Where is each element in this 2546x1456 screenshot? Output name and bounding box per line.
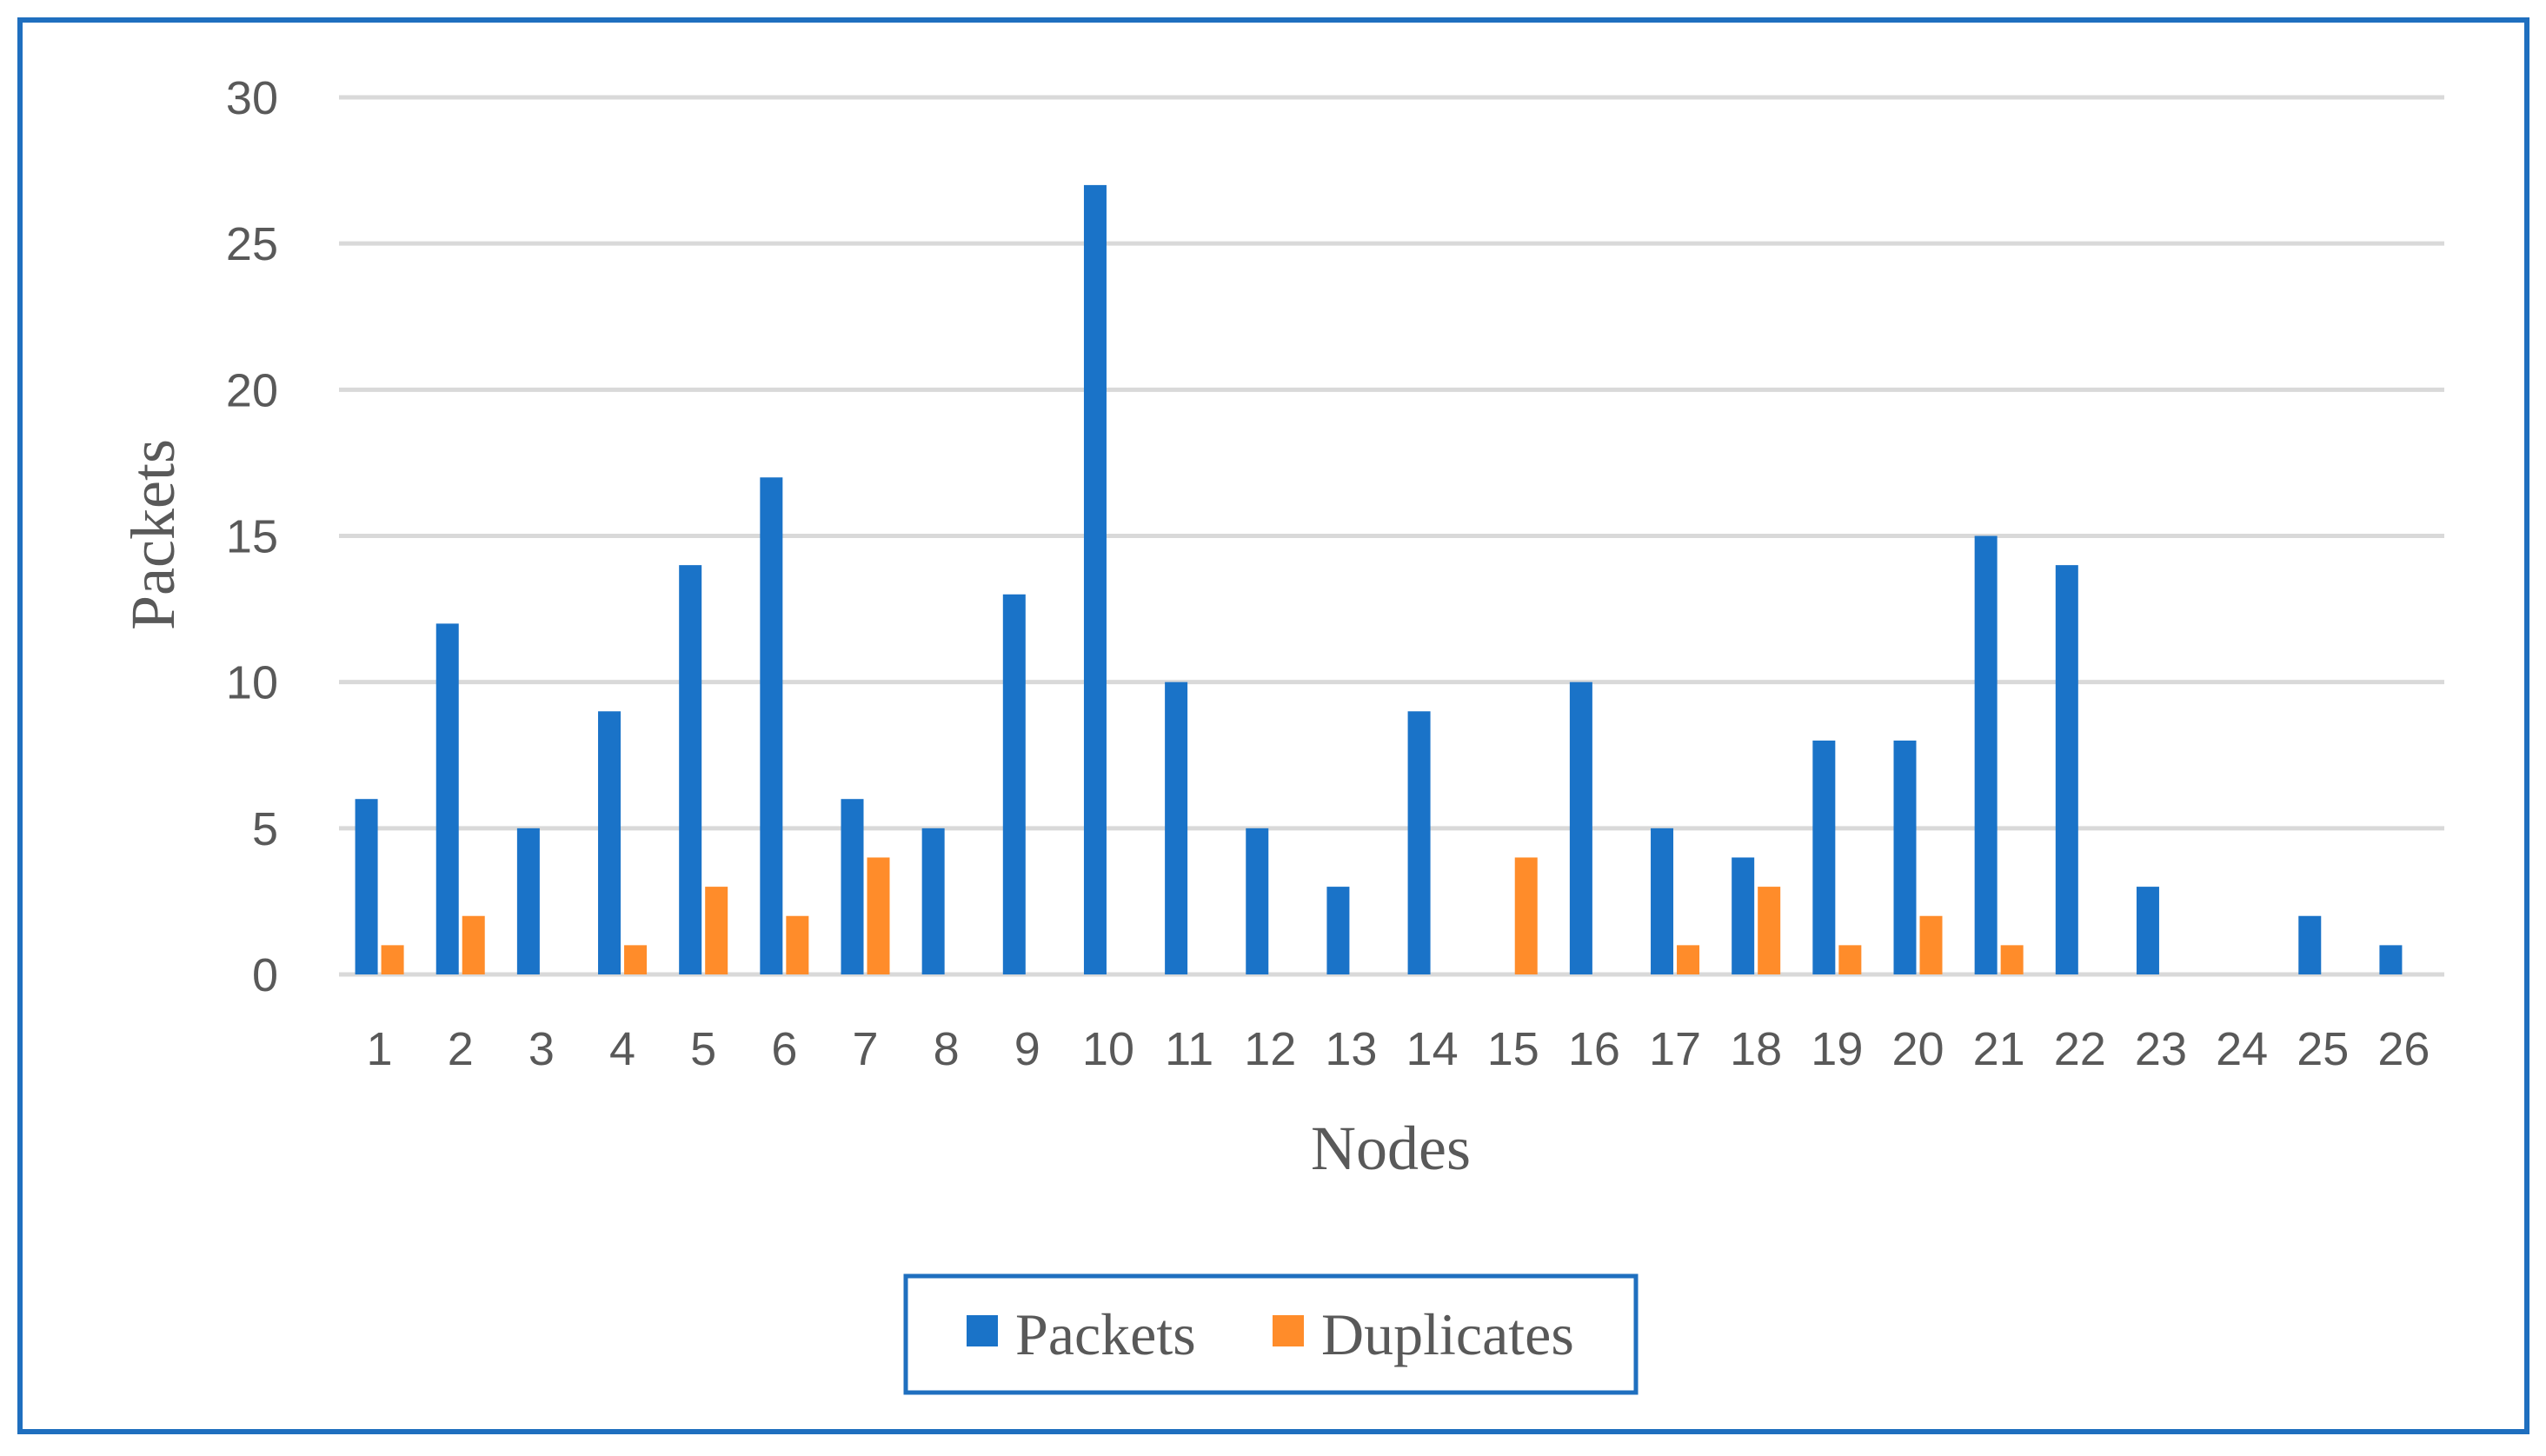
x-axis-title: Nodes (1311, 1114, 1471, 1183)
y-tick-label: 25 (226, 218, 278, 270)
x-tick-label: 8 (934, 1023, 960, 1075)
bar-duplicates-node-18 (1758, 887, 1781, 974)
bar-packets-node-23 (2136, 887, 2159, 974)
bar-packets-node-1 (355, 799, 378, 974)
y-tick-label: 0 (252, 949, 278, 1001)
bar-duplicates-node-2 (462, 915, 485, 974)
bars (355, 184, 2403, 974)
x-tick-label: 23 (2135, 1023, 2187, 1075)
bar-packets-node-22 (2055, 565, 2078, 974)
x-tick-label: 19 (1811, 1023, 1863, 1075)
x-tick-label: 21 (1973, 1023, 2025, 1075)
bar-duplicates-node-20 (1919, 915, 1943, 974)
legend-label-duplicates: Duplicates (1321, 1301, 1574, 1367)
bar-packets-node-7 (841, 799, 864, 974)
bar-packets-node-16 (1569, 681, 1592, 974)
bar-packets-node-10 (1083, 184, 1107, 974)
chart-frame (17, 17, 2529, 1434)
legend-swatch-duplicates (1273, 1315, 1304, 1346)
y-tick-label: 30 (226, 72, 278, 124)
bar-duplicates-node-17 (1677, 945, 1700, 974)
x-tick-label: 1 (367, 1023, 393, 1075)
y-tick-label: 20 (226, 364, 278, 416)
bar-duplicates-node-19 (1838, 945, 1862, 974)
y-axis-title: Packets (118, 439, 188, 630)
legend: Packets Duplicates (903, 1273, 1639, 1395)
bar-duplicates-node-6 (786, 915, 809, 974)
x-tick-label: 15 (1487, 1023, 1539, 1075)
bar-packets-node-25 (2298, 915, 2322, 974)
x-tick-label: 14 (1406, 1023, 1459, 1075)
bar-duplicates-node-5 (705, 887, 728, 974)
x-tick-label: 25 (2297, 1023, 2349, 1075)
bar-packets-node-3 (516, 828, 540, 974)
x-tick-label: 2 (448, 1023, 474, 1075)
bar-packets-node-8 (921, 828, 945, 974)
x-tick-label: 6 (771, 1023, 797, 1075)
bar-duplicates-node-4 (624, 945, 648, 974)
bar-packets-node-19 (1812, 740, 1836, 974)
x-tick-label: 13 (1325, 1023, 1377, 1075)
x-tick-label: 18 (1730, 1023, 1782, 1075)
bar-packets-node-5 (679, 565, 702, 974)
legend-box (903, 1273, 1639, 1395)
bar-packets-node-6 (760, 477, 783, 974)
y-tick-label: 10 (226, 657, 278, 709)
bar-packets-node-12 (1246, 828, 1269, 974)
bar-packets-node-26 (2379, 945, 2403, 974)
bar-duplicates-node-1 (381, 945, 404, 974)
bar-duplicates-node-15 (1514, 857, 1538, 974)
x-tick-label: 17 (1649, 1023, 1701, 1075)
x-tick-label: 5 (690, 1023, 716, 1075)
x-tick-label: 12 (1244, 1023, 1296, 1075)
x-tick-label: 3 (528, 1023, 555, 1075)
x-tick-label: 16 (1568, 1023, 1620, 1075)
y-tick-label: 15 (226, 511, 278, 563)
x-tick-label: 10 (1082, 1023, 1134, 1075)
bar-packets-node-20 (1893, 740, 1917, 974)
x-tick-label: 20 (1891, 1023, 1944, 1075)
bar-packets-node-17 (1651, 828, 1674, 974)
legend-label-packets: Packets (1015, 1301, 1196, 1367)
x-tick-label: 9 (1014, 1023, 1040, 1075)
bar-duplicates-node-21 (2000, 945, 2024, 974)
y-tick-label: 5 (252, 803, 278, 855)
x-tick-labels: 1 2 3 4 5 6 7 8 9 10 11 12 13 14 15 16 17 18 19 20 21 22 23 24 2… (367, 1023, 2430, 1075)
bar-packets-node-14 (1407, 711, 1431, 974)
bar-packets-node-13 (1326, 887, 1350, 974)
x-tick-label: 4 (609, 1023, 635, 1075)
y-tick-labels: 0 5 10 15 20 25 30 (226, 72, 278, 1001)
gridlines (339, 95, 2444, 977)
bar-packets-node-18 (1732, 857, 1755, 974)
x-tick-label: 26 (2377, 1023, 2430, 1075)
bar-duplicates-node-7 (867, 857, 890, 974)
legend-swatch-packets (967, 1315, 998, 1346)
bar-packets-node-9 (1002, 594, 1026, 974)
bar-packets-node-21 (1974, 535, 1998, 974)
x-tick-label: 24 (2216, 1023, 2268, 1075)
x-tick-label: 11 (1165, 1023, 1213, 1075)
bar-packets-node-4 (598, 711, 622, 974)
x-tick-label: 22 (2054, 1023, 2106, 1075)
bar-packets-node-11 (1165, 681, 1188, 974)
x-tick-label: 7 (852, 1023, 878, 1075)
bar-packets-node-2 (435, 623, 459, 974)
